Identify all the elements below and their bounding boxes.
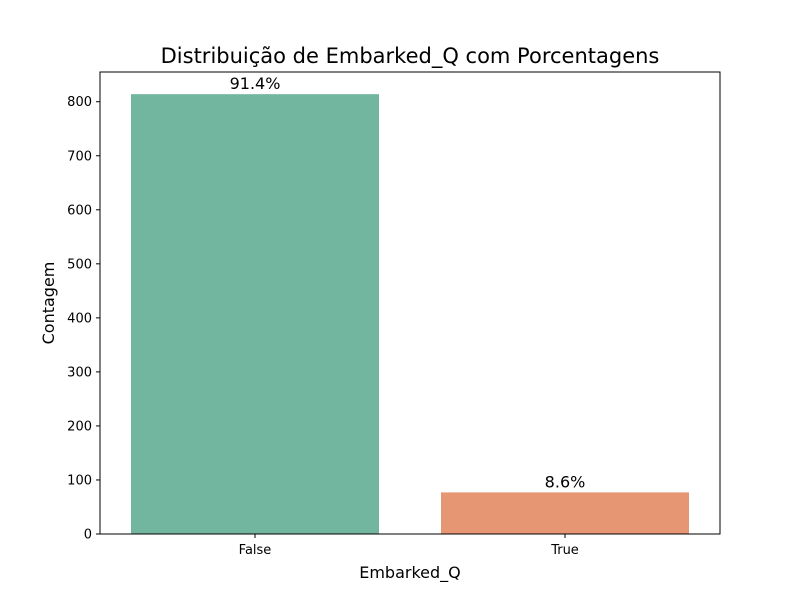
y-axis-label: Contagem [39, 262, 58, 345]
y-tick-label-500: 500 [67, 257, 92, 272]
x-tick-label-false: False [239, 543, 272, 558]
y-tick-label-700: 700 [67, 149, 92, 164]
y-tick-label-600: 600 [67, 203, 92, 218]
bar-true [441, 492, 689, 534]
plot-frame [99, 71, 721, 535]
chart-title: Distribuição de Embarked_Q com Porcentag… [161, 44, 660, 69]
y-tick-label-200: 200 [67, 419, 92, 434]
y-tick-label-800: 800 [67, 95, 92, 110]
x-tick-label-true: True [550, 543, 579, 558]
data-label-true: 8.6% [545, 472, 586, 491]
y-axis: 0 100 200 300 400 500 600 700 800 [67, 95, 100, 543]
y-tick-label-400: 400 [67, 311, 92, 326]
x-axis-label: Embarked_Q [359, 563, 461, 583]
y-tick-label-0: 0 [84, 528, 92, 543]
data-label-false: 91.4% [230, 74, 281, 93]
x-axis: False True [239, 534, 579, 558]
y-tick-label-100: 100 [67, 473, 92, 488]
bar-false [131, 94, 379, 534]
y-tick-label-300: 300 [67, 365, 92, 380]
plot-area: 91.4% 8.6% [131, 74, 689, 534]
